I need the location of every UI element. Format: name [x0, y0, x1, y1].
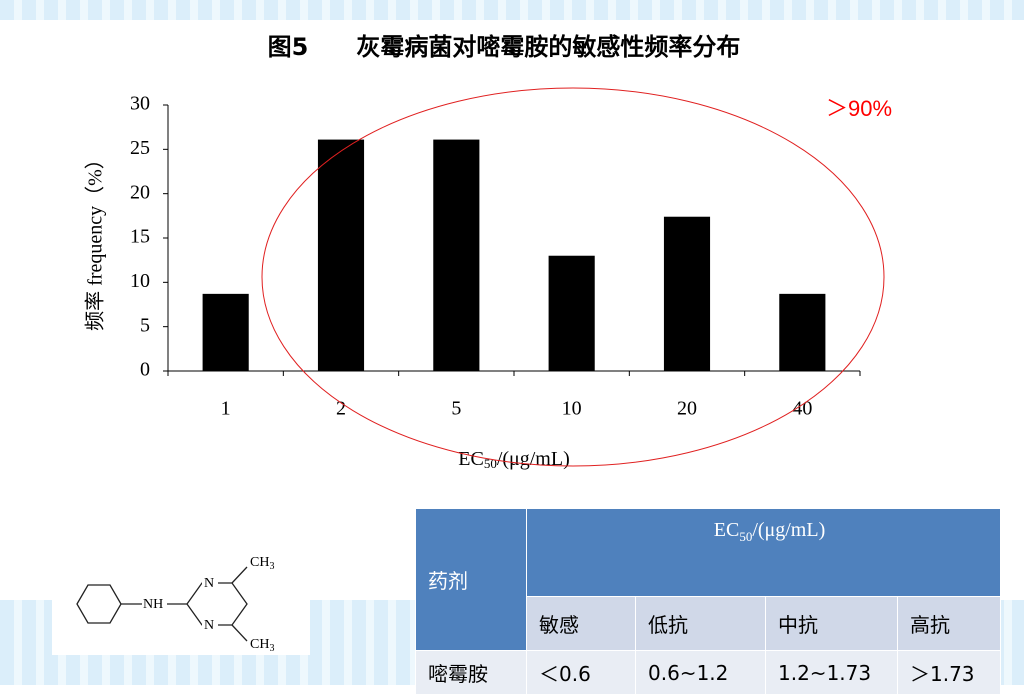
y-tick-label: 0	[140, 359, 150, 381]
atom-label-part: CH	[250, 637, 269, 652]
bond	[231, 566, 248, 584]
atom-label: CH3	[250, 555, 274, 572]
bar	[202, 293, 249, 371]
y-tick-label: 10	[130, 270, 150, 292]
x-tick-label: 1	[221, 398, 231, 420]
table-row: 敏感 低抗 中抗 高抗	[416, 596, 1001, 651]
highlight-ellipse	[261, 87, 885, 467]
label-bg	[202, 575, 218, 591]
x-tick-label: 5	[451, 398, 461, 420]
table-cell: ＜0.6	[526, 650, 636, 695]
table-cell: 药剂	[415, 508, 527, 651]
x-tick-label: 2	[336, 398, 346, 420]
atom-label-sub: 3	[269, 643, 274, 654]
atom-label: N	[204, 618, 214, 633]
bar	[663, 216, 711, 371]
table-cell: 1.2~1.73	[765, 650, 898, 695]
atom-label: NH	[143, 597, 163, 612]
table: 药剂 EC50/(μg/mL) 敏感 低抗 中抗 高抗 嘧霉胺 ＜0.6 0.6…	[415, 508, 1001, 695]
y-tick-label: 20	[130, 181, 150, 203]
bar	[433, 139, 480, 371]
table-cell: 敏感	[526, 596, 636, 651]
x-tick-label: 40	[792, 398, 812, 420]
x-tick-label: 20	[677, 398, 697, 420]
x-label-part: EC	[458, 448, 484, 470]
atom-label: N	[204, 576, 214, 591]
bond	[231, 624, 248, 642]
x-axis-label: EC50/(μg/mL)	[458, 448, 570, 471]
label-bg	[202, 617, 218, 633]
atom-label-sub: 3	[269, 561, 274, 572]
table-cell: 0.6~1.2	[635, 650, 766, 695]
benzene-ring	[76, 584, 122, 624]
y-axis-label: 频率 frequency（%）	[84, 149, 107, 331]
header-part: /(μg/mL)	[752, 519, 826, 541]
table-cell: ＞1.73	[897, 650, 1001, 695]
table-cell: 低抗	[635, 596, 766, 651]
atom-label: CH3	[250, 637, 274, 654]
chart: 图5 灰霉病菌对嘧霉胺的敏感性频率分布 频率 frequency（%） EC50…	[84, 33, 892, 471]
bar	[779, 293, 826, 371]
chart-title: 图5 灰霉病菌对嘧霉胺的敏感性频率分布	[268, 33, 741, 61]
header-sub: 50	[739, 529, 753, 544]
table-row: 药剂 EC50/(μg/mL)	[415, 508, 1001, 651]
y-tick-label: 25	[130, 137, 150, 159]
chemical-structure: CH3 NH N N CH3	[52, 545, 310, 655]
y-tick-label: 15	[130, 226, 150, 248]
annotation: ＞90%	[826, 96, 892, 121]
decoration	[0, 0, 1024, 20]
x-label-part: /(μg/mL)	[497, 448, 570, 470]
y-tick-label: 5	[140, 314, 150, 336]
header-part: EC	[713, 519, 740, 541]
atom-label-part: CH	[250, 555, 269, 570]
table-cell: EC50/(μg/mL)	[526, 508, 1001, 597]
table-row: 嘧霉胺 ＜0.6 0.6~1.2 1.2~1.73 ＞1.73	[415, 650, 1001, 695]
table-cell: 高抗	[897, 596, 1001, 651]
x-tick-label: 10	[562, 398, 582, 420]
y-tick-label: 30	[130, 93, 150, 115]
bar	[317, 139, 365, 371]
table-cell: 中抗	[765, 596, 898, 651]
table-cell: 嘧霉胺	[415, 650, 527, 695]
bar	[548, 255, 595, 371]
